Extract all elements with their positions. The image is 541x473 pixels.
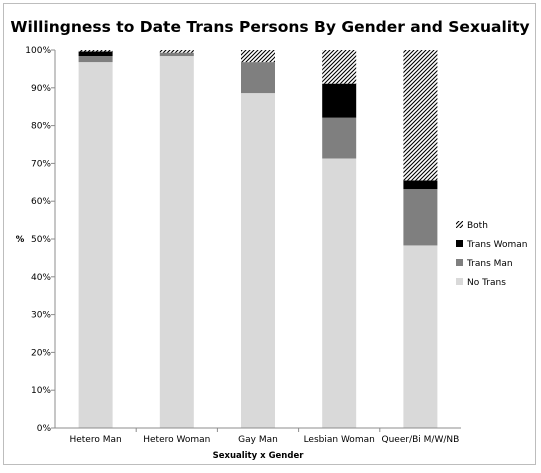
y-tick-label: 0% bbox=[37, 424, 52, 434]
legend-label: No Trans bbox=[467, 278, 506, 288]
bar-segment bbox=[403, 245, 438, 428]
bar-segment bbox=[159, 56, 194, 428]
x-axis-label: Sexuality x Gender bbox=[213, 451, 305, 461]
legend-label: Trans Man bbox=[466, 259, 513, 269]
bar-segment bbox=[241, 62, 275, 94]
x-tick-label: Gay Man bbox=[238, 435, 278, 445]
y-tick-label: 80% bbox=[31, 122, 51, 132]
x-tick-label: Hetero Woman bbox=[143, 435, 210, 445]
bar-segment bbox=[159, 50, 194, 53]
chart-title: Willingness to Date Trans Persons By Gen… bbox=[10, 18, 529, 36]
x-tick-label: Queer/Bi M/W/NB bbox=[382, 435, 460, 445]
legend-swatch bbox=[456, 259, 463, 266]
legend: Both Trans Woman Trans Man No Trans bbox=[456, 221, 528, 288]
bar-segment bbox=[78, 51, 113, 57]
bar-segment bbox=[241, 93, 275, 428]
x-axis-ticks: Hetero Man Hetero Woman Gay Man Lesbian Wom… bbox=[69, 428, 459, 445]
y-tick-label: 70% bbox=[31, 159, 51, 169]
y-axis-label: % bbox=[16, 235, 25, 245]
legend-swatch bbox=[456, 278, 463, 285]
bar-segment bbox=[159, 52, 194, 57]
bars bbox=[78, 50, 438, 428]
y-tick-label: 30% bbox=[31, 311, 51, 321]
legend-swatch bbox=[456, 240, 463, 247]
y-tick-label: 60% bbox=[31, 197, 51, 207]
y-axis-ticks: 0% 10% 20% 30% 40% 50% 60% 70% 80% 90% 100% bbox=[25, 46, 55, 434]
bar-segment bbox=[322, 158, 357, 428]
bar-segment bbox=[78, 56, 113, 63]
y-tick-label: 100% bbox=[25, 46, 51, 56]
bar-segment bbox=[241, 50, 275, 63]
y-tick-label: 10% bbox=[31, 386, 51, 396]
y-tick-label: 50% bbox=[31, 235, 51, 245]
bar-segment bbox=[403, 50, 438, 181]
bar-segment bbox=[403, 180, 438, 190]
bar-segment bbox=[322, 50, 357, 84]
x-tick-label: Lesbian Woman bbox=[304, 435, 375, 445]
legend-swatch bbox=[456, 221, 463, 228]
x-tick-label: Hetero Man bbox=[69, 435, 121, 445]
bar-segment bbox=[322, 83, 357, 118]
bar-segment bbox=[78, 50, 113, 52]
legend-label: Trans Woman bbox=[466, 240, 528, 250]
bar-segment bbox=[403, 189, 438, 246]
y-tick-label: 40% bbox=[31, 273, 51, 283]
bar-segment bbox=[322, 117, 357, 159]
y-tick-label: 90% bbox=[31, 84, 51, 94]
y-tick-label: 20% bbox=[31, 348, 51, 358]
bar-segment bbox=[78, 62, 113, 428]
legend-label: Both bbox=[467, 221, 488, 231]
